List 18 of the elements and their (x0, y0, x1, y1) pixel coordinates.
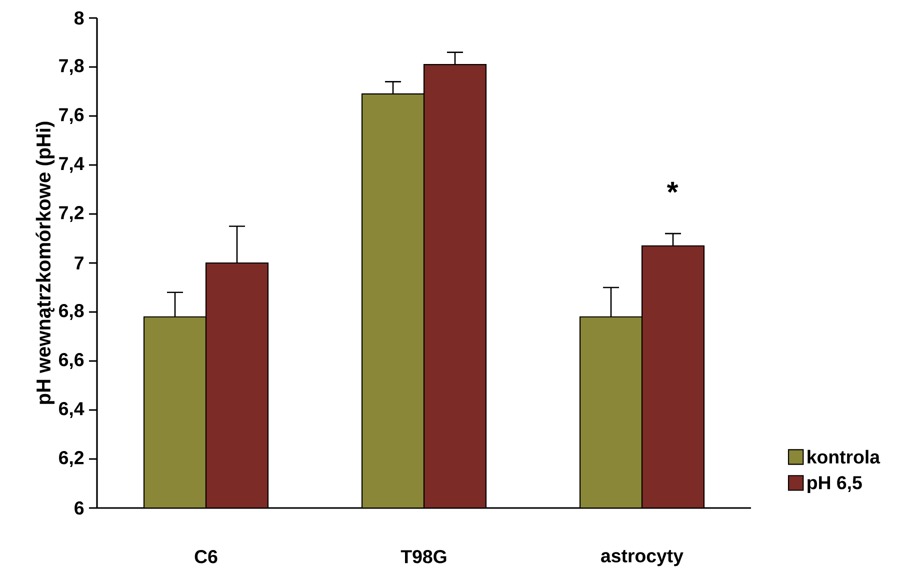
y-axis-title: pH wewnątrzkomórkowe (pHi) (36, 122, 55, 404)
y-tick-label: 8 (74, 11, 84, 25)
y-tick-label: 7,2 (59, 206, 84, 222)
y-tick-label: 6,2 (59, 451, 84, 467)
y-tick-label: 6,8 (59, 304, 84, 320)
y-tick-label: 6,4 (59, 402, 84, 418)
y-tick-label: 7,4 (59, 157, 84, 173)
legend-label: kontrola (808, 450, 880, 464)
y-tick-label: 7,8 (59, 59, 84, 75)
x-tick-label: astrocyty (601, 550, 684, 566)
x-tick-label: C6 (194, 550, 218, 564)
y-tick-label: 6,6 (59, 353, 84, 369)
y-tick-label: 7,6 (59, 108, 84, 124)
annotation: * (666, 182, 678, 193)
legend-label: pH 6,5 (808, 476, 862, 493)
y-tick-label: 6 (74, 501, 84, 515)
x-tick-label: T98G (400, 550, 446, 564)
y-tick-label: 7 (74, 256, 84, 270)
